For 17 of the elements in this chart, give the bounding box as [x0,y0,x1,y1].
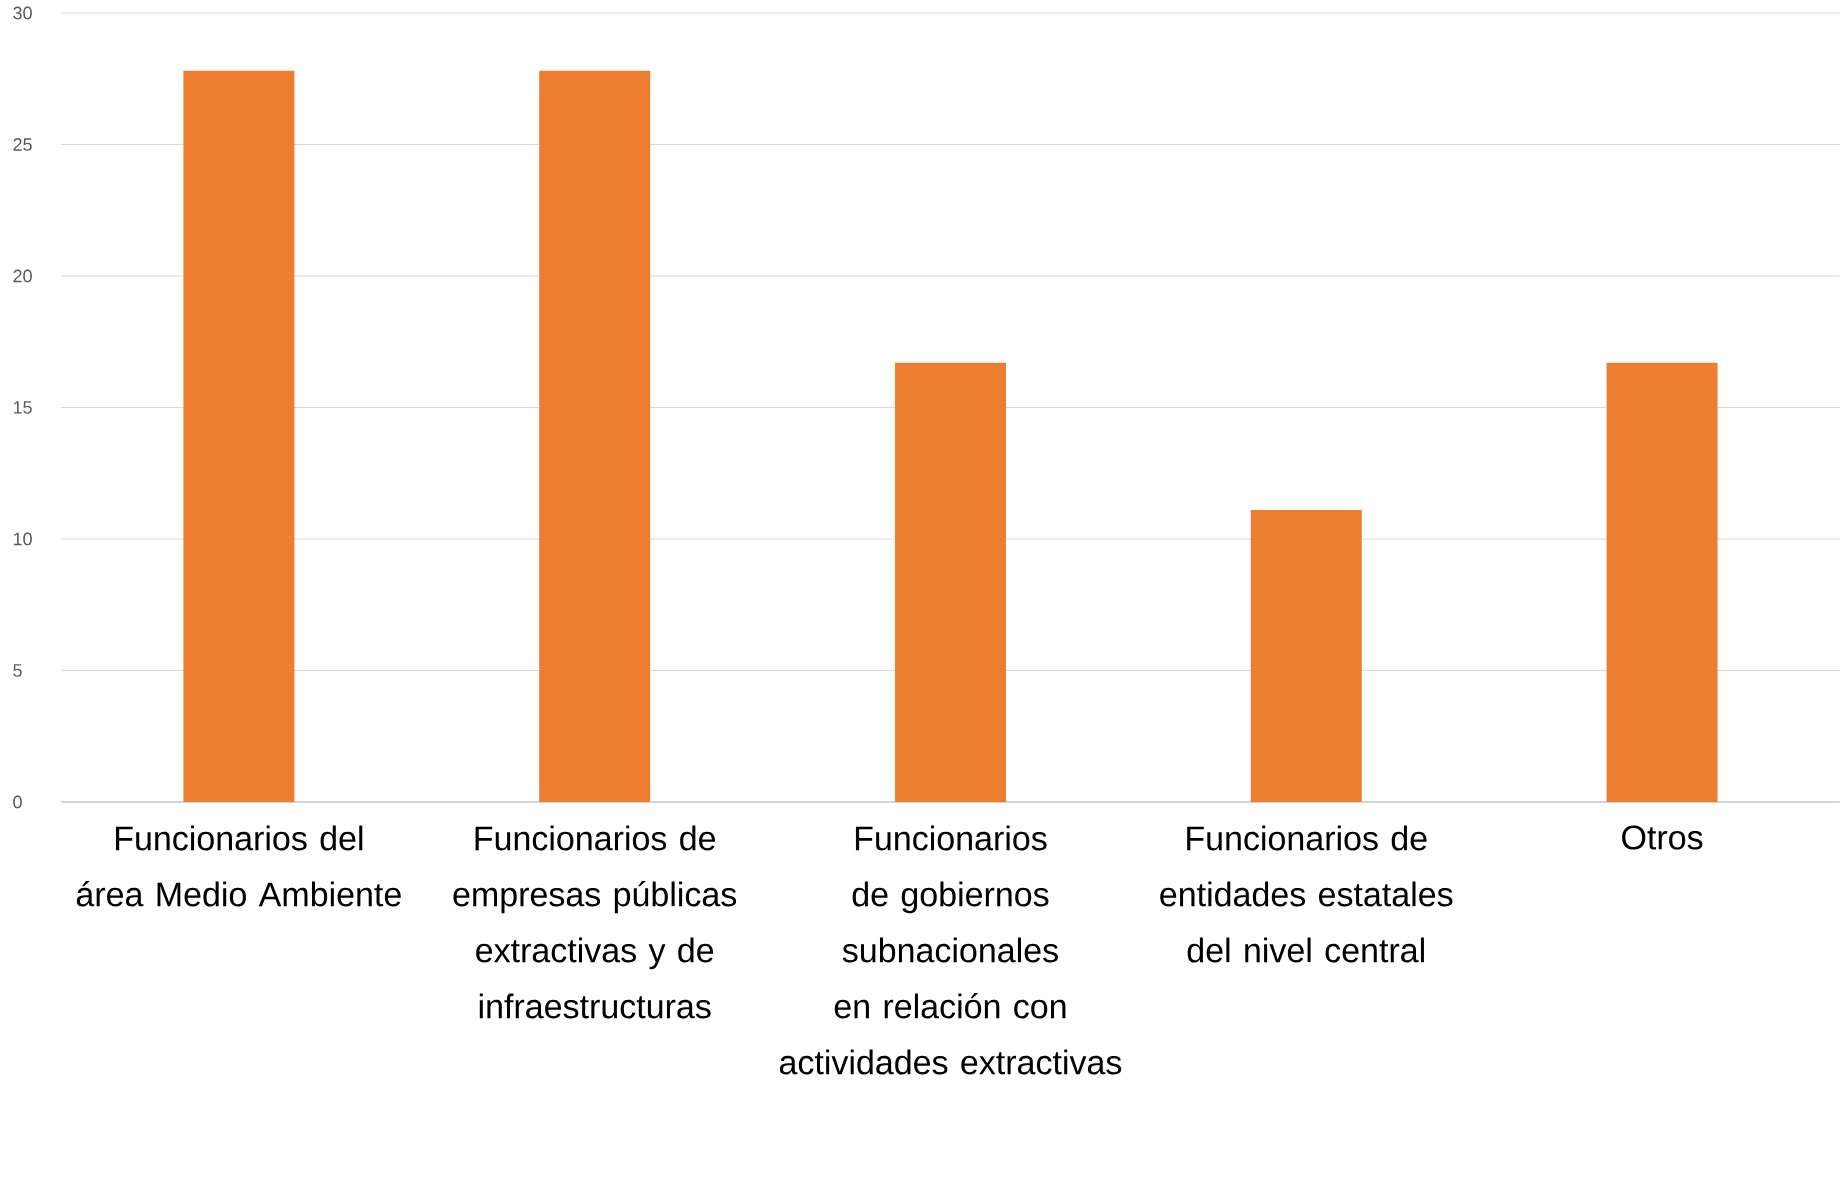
y-tick-label: 30 [13,6,32,20]
x-tick-label: Funcionarios de entidades estatales del nivel central [1160,825,1453,963]
x-tick-label: Funcionarios de gobiernos subnacionales en relación con actividades extractivas [779,825,1122,1075]
x-tick-label: Otros [1622,825,1703,850]
bar [183,70,295,802]
x-tick-label: Funcionarios de empresas públicas extractivas y de infraestructuras [453,825,737,1019]
y-tick-label: 20 [13,269,32,283]
y-tick-label: 0 [13,795,22,809]
bar [894,362,1006,802]
bar [1606,362,1718,802]
bar [539,70,651,802]
x-tick-label: Funcionarios del área Medio Ambiente [76,825,401,907]
y-tick-label: 5 [13,664,22,677]
y-tick-label: 10 [13,532,32,546]
y-tick-label: 15 [13,401,32,414]
y-tick-label: 25 [13,138,32,151]
bar [1250,510,1362,802]
